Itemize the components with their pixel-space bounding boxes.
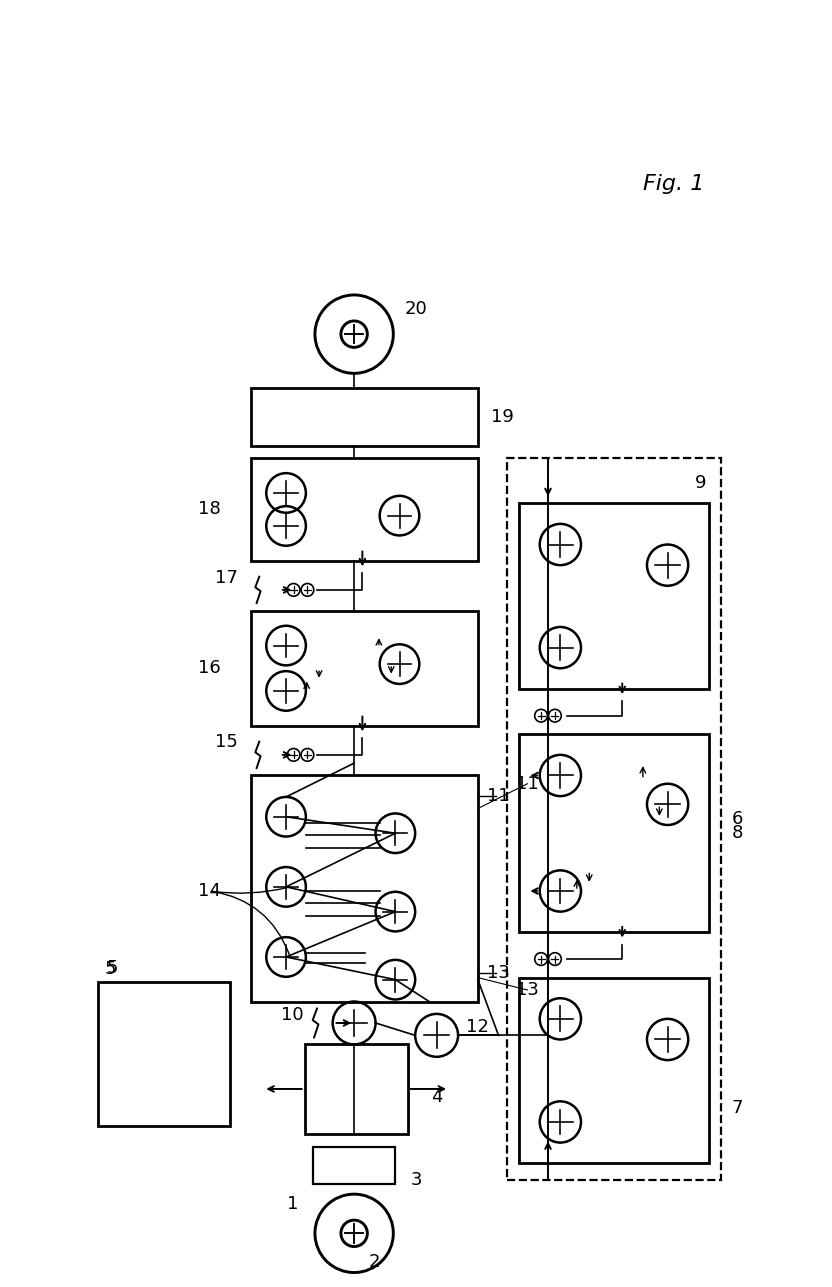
Text: 13: 13 [487,964,510,982]
Text: 5: 5 [105,960,116,978]
Bar [519,978,709,1163]
Bar [251,387,478,445]
Text: 17: 17 [215,569,238,587]
Bar [305,1044,408,1134]
Text: 12: 12 [467,1018,489,1036]
Bar [519,735,709,932]
Text: 3: 3 [410,1171,422,1189]
Text: 19: 19 [491,408,514,426]
Bar [507,458,721,1180]
Bar [251,458,478,561]
Text: 10: 10 [281,1005,304,1023]
Text: 20: 20 [404,300,428,318]
Text: 11: 11 [516,775,539,793]
Text: 4: 4 [431,1089,443,1107]
Text: 1: 1 [286,1196,298,1214]
Bar [519,503,709,689]
Text: 11: 11 [487,788,510,806]
Text: Fig. 1: Fig. 1 [643,174,704,194]
Text: 16: 16 [198,659,221,677]
Text: 6: 6 [732,810,744,828]
Text: 15: 15 [215,734,238,752]
Bar [313,1147,395,1184]
Bar [98,982,230,1126]
Text: 2: 2 [369,1254,380,1272]
Text: 14: 14 [198,882,221,900]
Text: 18: 18 [198,501,221,519]
Text: 13: 13 [516,981,539,999]
Bar [251,610,478,726]
Bar [251,776,478,1003]
Text: 7: 7 [732,1099,744,1117]
Text: 9: 9 [695,474,706,492]
Text: 8: 8 [732,824,744,842]
Text: 5: 5 [106,960,118,978]
